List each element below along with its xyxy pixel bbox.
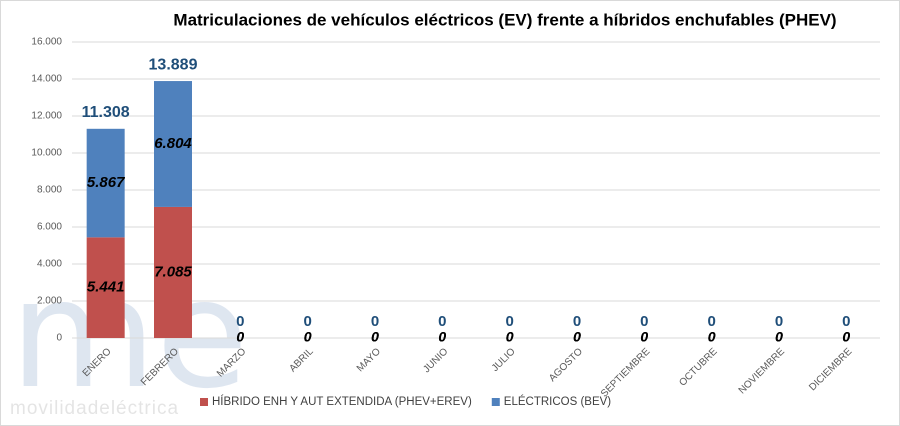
legend-swatch (200, 398, 208, 406)
total-label: 0 (842, 313, 850, 330)
y-tick-label: 2.000 (37, 296, 62, 307)
bar-segment (154, 81, 192, 207)
total-label: 0 (505, 313, 513, 330)
value-label: 0 (371, 329, 379, 345)
value-label: 7.085 (154, 263, 192, 280)
bar-segment (154, 206, 192, 338)
total-label: 0 (236, 313, 244, 330)
legend-label: ELÉCTRICOS (BEV) (504, 395, 612, 408)
y-tick-label: 8.000 (37, 185, 62, 196)
value-label: 0 (304, 329, 312, 345)
value-label: 0 (236, 329, 244, 345)
value-label: 0 (573, 329, 581, 345)
chart-title: Matriculaciones de vehículos eléctricos … (173, 10, 836, 29)
y-tick-label: 12.000 (31, 111, 62, 122)
bar-segment (86, 128, 125, 238)
value-label: 0 (573, 329, 581, 345)
value-label: 0 (304, 329, 312, 345)
value-label: 5.867 (87, 174, 125, 191)
value-label: 0 (842, 329, 850, 345)
value-label: 0 (506, 329, 514, 345)
value-label: 0 (438, 329, 446, 345)
value-label: 0 (708, 329, 716, 345)
total-label: 0 (573, 313, 581, 330)
watermark-logo: me (10, 248, 248, 422)
total-label: 0 (640, 313, 648, 330)
value-label: 0 (371, 329, 379, 345)
y-tick-label: 0 (56, 333, 62, 344)
value-label: 0 (438, 329, 446, 345)
watermark-text: movilidadeléctrica (10, 398, 179, 419)
value-label: 0 (506, 329, 514, 345)
legend-swatch (491, 398, 500, 406)
total-label: 11.308 (82, 104, 130, 121)
total-label: 0 (438, 313, 446, 330)
watermark-group: me movilidadeléctrica (10, 248, 248, 422)
y-tick-label: 16.000 (31, 37, 62, 48)
y-tick-label: 10.000 (31, 148, 62, 159)
bar-segment (86, 237, 125, 338)
y-tick-label: 6.000 (37, 222, 62, 233)
value-label: 0 (842, 329, 850, 345)
y-tick-label: 14.000 (31, 74, 62, 85)
value-label: 0 (708, 329, 716, 345)
value-label: 0 (640, 329, 648, 345)
total-label: 13.889 (149, 56, 198, 73)
value-label: 0 (236, 329, 244, 345)
total-label: 0 (707, 313, 715, 330)
value-label: 0 (640, 329, 648, 345)
value-label: 6.804 (154, 135, 192, 152)
total-label: 0 (303, 313, 311, 330)
y-tick-label: 4.000 (37, 259, 62, 270)
value-label: 0 (775, 329, 783, 345)
legend-label: HÍBRIDO ENH Y AUT EXTENDIDA (PHEV+EREV) (212, 395, 472, 408)
total-label: 0 (371, 313, 379, 330)
value-label: 0 (775, 329, 783, 345)
total-label: 0 (775, 313, 783, 330)
value-label: 5.441 (87, 279, 125, 296)
